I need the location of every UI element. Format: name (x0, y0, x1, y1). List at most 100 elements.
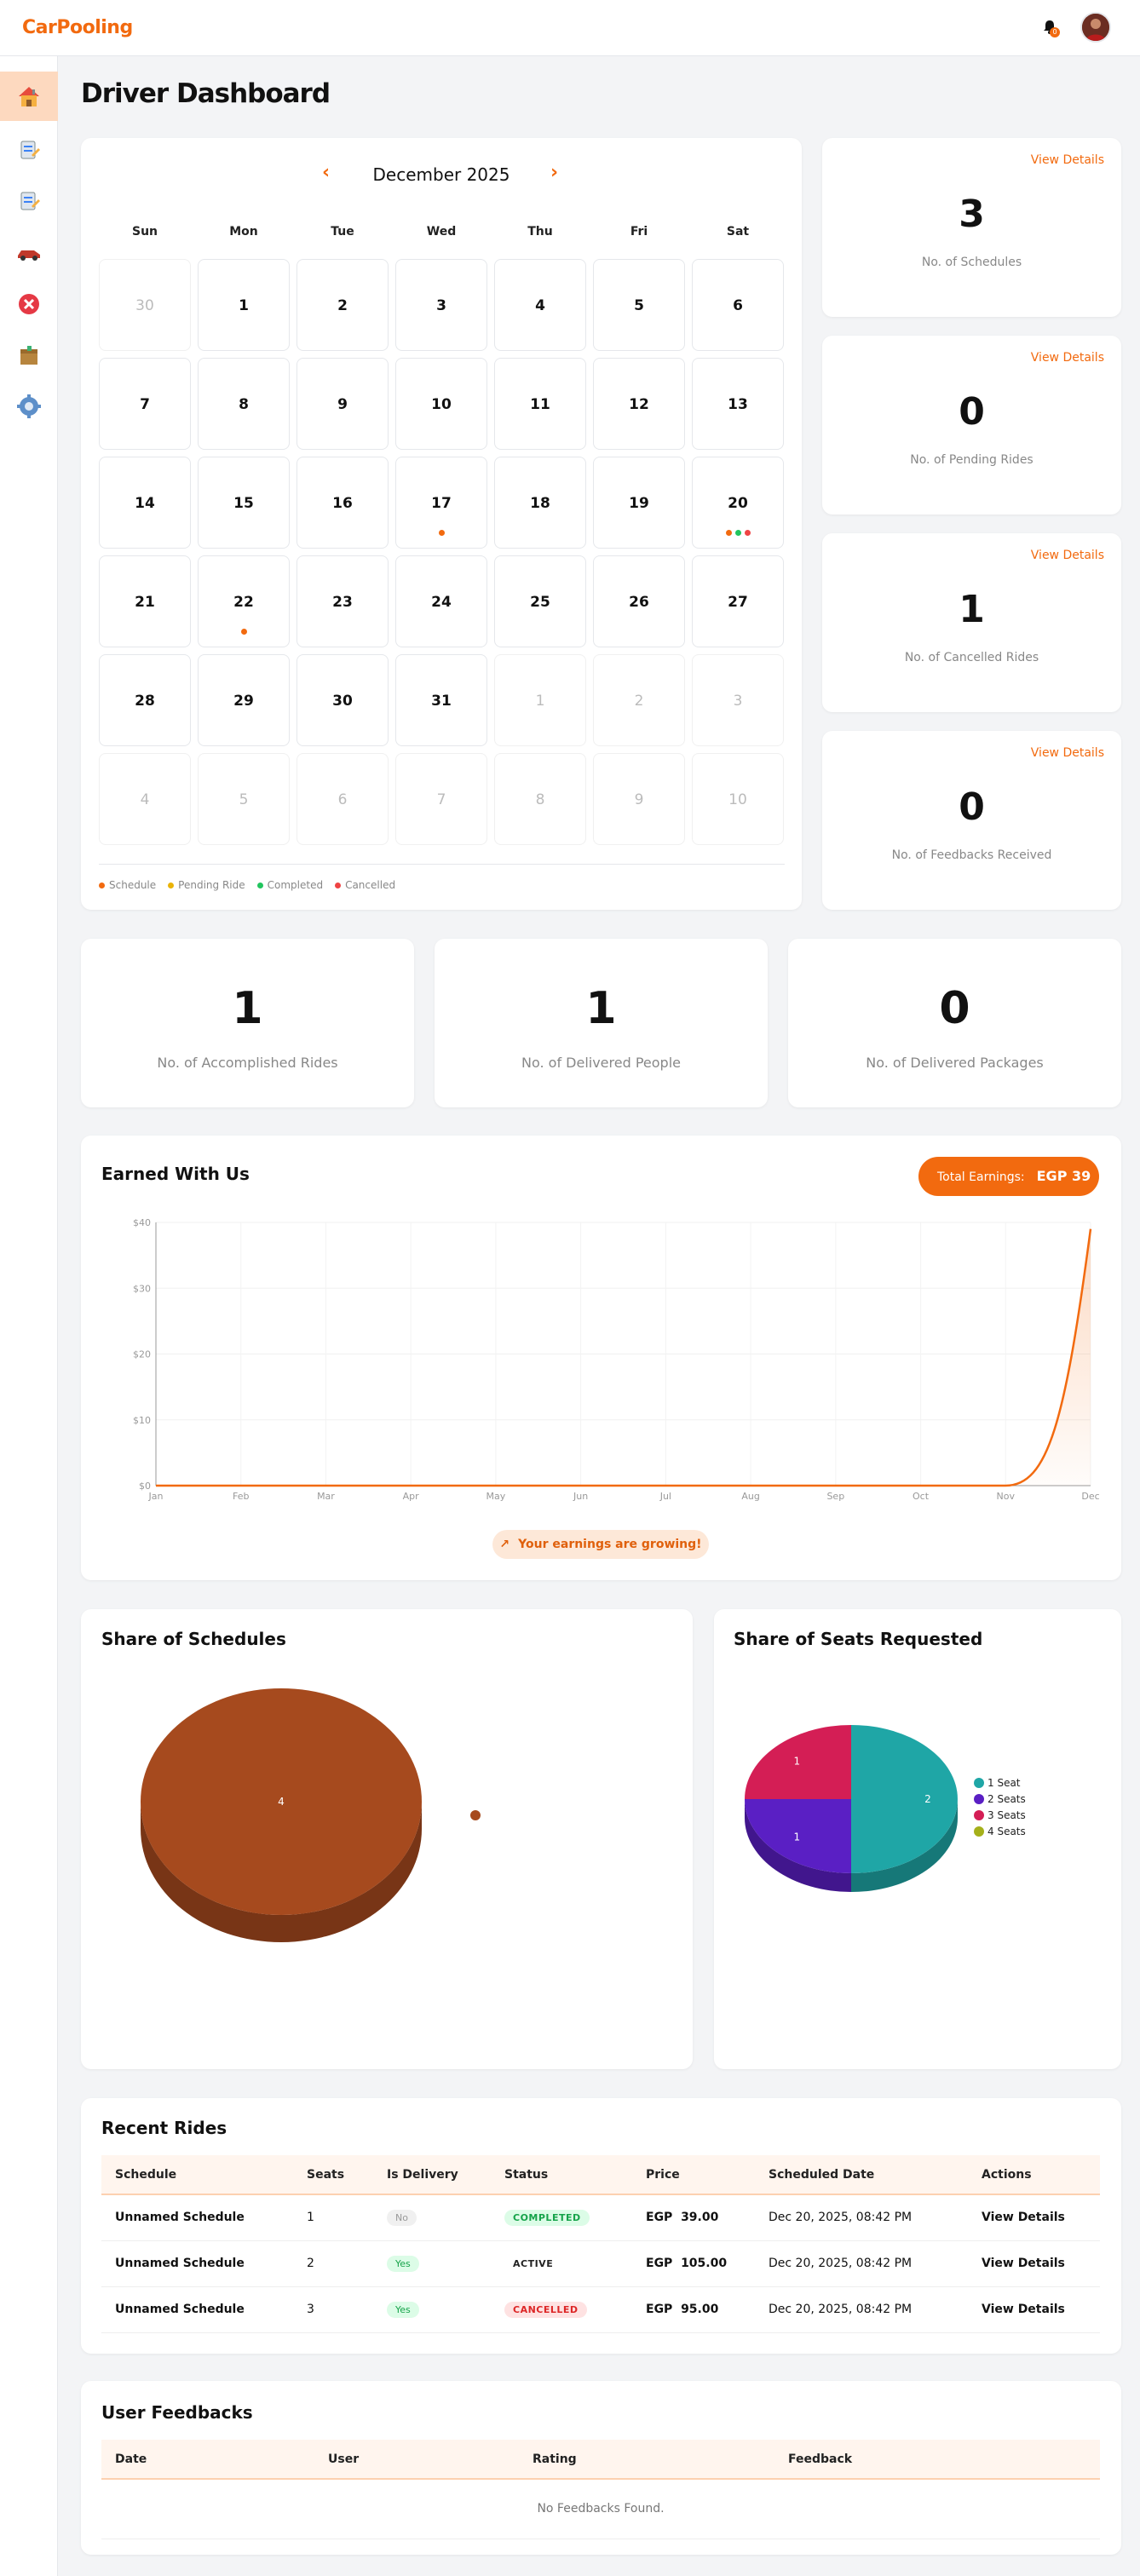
user-avatar[interactable] (1080, 12, 1111, 43)
ride-price: EGP 39.00 (632, 2194, 755, 2241)
view-details-link[interactable]: View Details (1030, 746, 1104, 760)
rides-column-header: Status (491, 2155, 632, 2195)
x-tick-label: Jun (573, 1491, 588, 1502)
legend-item: Completed (256, 879, 323, 891)
sidebar-item-home[interactable] (0, 72, 58, 121)
pie-slice[interactable] (745, 1799, 851, 1873)
calendar-day[interactable]: 16 (297, 457, 389, 549)
calendar-day[interactable]: 7 (99, 358, 191, 450)
calendar-day[interactable]: 27 (692, 555, 784, 647)
calendar-day[interactable]: 7 (395, 753, 487, 845)
view-details-link[interactable]: View Details (1030, 549, 1104, 562)
calendar-day[interactable]: 13 (692, 358, 784, 450)
sidebar-item-packages[interactable] (0, 331, 58, 380)
calendar-day[interactable]: 6 (692, 259, 784, 351)
calendar-day[interactable]: 30 (99, 259, 191, 351)
calendar-day-number: 6 (337, 791, 348, 808)
calendar-day[interactable]: 20 (692, 457, 784, 549)
ride-seats: 3 (293, 2286, 373, 2333)
ride-view-details-link[interactable]: View Details (968, 2240, 1100, 2287)
calendar-day[interactable]: 5 (593, 259, 685, 351)
ride-schedule-name: Unnamed Schedule (101, 2286, 293, 2333)
sidebar-item-rides[interactable] (0, 228, 58, 278)
calendar-day[interactable]: 26 (593, 555, 685, 647)
view-details-link[interactable]: View Details (1030, 351, 1104, 365)
pie-slice[interactable] (141, 1688, 422, 1915)
calendar-day[interactable]: 31 (395, 654, 487, 746)
earnings-growing-label: Your earnings are growing! (518, 1538, 702, 1551)
pie-slice-side (141, 1802, 422, 1942)
calendar-day[interactable]: 22 (198, 555, 290, 647)
calendar-day[interactable]: 2 (297, 259, 389, 351)
table-row: Unnamed Schedule 3 Yes CANCELLED EGP 95.00 De… (101, 2286, 1100, 2333)
cancel-icon (19, 294, 39, 314)
pie-slice[interactable] (745, 1725, 851, 1799)
calendar-day[interactable]: 21 (99, 555, 191, 647)
earnings-line (156, 1228, 1092, 1487)
calendar-next-button[interactable]: › (550, 162, 559, 183)
calendar-day[interactable]: 4 (494, 259, 586, 351)
sidebar-item-cancelled[interactable] (0, 279, 58, 329)
calendar-day-number: 15 (233, 495, 254, 512)
calendar-day[interactable]: 19 (593, 457, 685, 549)
earnings-area (156, 1228, 1091, 1486)
calendar-day[interactable]: 29 (198, 654, 290, 746)
calendar-day[interactable]: 14 (99, 457, 191, 549)
calendar-day[interactable]: 2 (593, 654, 685, 746)
view-details-link[interactable]: View Details (1030, 153, 1104, 167)
calendar-day-number: 19 (629, 495, 649, 512)
sidebar-item-schedules[interactable] (0, 126, 58, 175)
calendar-day[interactable]: 8 (494, 753, 586, 845)
stat-value: 1 (585, 983, 617, 1034)
calendar-day-number: 31 (431, 693, 452, 710)
calendar-day[interactable]: 25 (494, 555, 586, 647)
stat-caption: No. of Cancelled Rides (904, 651, 1039, 664)
calendar-day[interactable]: 18 (494, 457, 586, 549)
calendar-day[interactable]: 3 (395, 259, 487, 351)
pie-slice[interactable] (851, 1725, 958, 1873)
event-dot (734, 530, 741, 536)
x-tick-label: Jan (148, 1491, 164, 1502)
ride-seats: 1 (293, 2194, 373, 2241)
calendar-prev-button[interactable]: ‹ (322, 162, 331, 183)
calendar-day[interactable]: 10 (692, 753, 784, 845)
y-tick-label: $0 (139, 1481, 151, 1492)
calendar-day[interactable]: 9 (593, 753, 685, 845)
calendar-day[interactable]: 4 (99, 753, 191, 845)
arrow-up-right-icon: ↗ (499, 1538, 510, 1551)
calendar-day-number: 7 (436, 791, 446, 808)
calendar-day[interactable]: 23 (297, 555, 389, 647)
calendar-day[interactable]: 17 (395, 457, 487, 549)
sidebar-item-settings[interactable] (0, 382, 58, 431)
calendar-day[interactable]: 5 (198, 753, 290, 845)
settings-icon (17, 394, 41, 418)
calendar-day-number: 9 (337, 396, 348, 413)
app-logo[interactable]: CarPooling (22, 17, 133, 38)
table-row: Unnamed Schedule 1 No COMPLETED EGP 39.00 Dec… (101, 2194, 1100, 2241)
ride-view-details-link[interactable]: View Details (968, 2194, 1100, 2241)
sidebar-item-manage-schedules[interactable] (0, 177, 58, 227)
calendar-day[interactable]: 12 (593, 358, 685, 450)
calendar-day[interactable]: 28 (99, 654, 191, 746)
calendar-day[interactable]: 8 (198, 358, 290, 450)
calendar-day[interactable]: 24 (395, 555, 487, 647)
ride-view-details-link[interactable]: View Details (968, 2286, 1100, 2333)
pie-slice-side (745, 1799, 851, 1892)
ride-delivery-cell: No (373, 2194, 491, 2241)
rides-column-header: Schedule (101, 2155, 293, 2195)
calendar-day[interactable]: 10 (395, 358, 487, 450)
calendar-day-number: 11 (530, 396, 550, 413)
seats-share-title: Share of Seats Requested (734, 1629, 983, 1649)
calendar-day[interactable]: 15 (198, 457, 290, 549)
calendar-day[interactable]: 1 (494, 654, 586, 746)
calendar-day[interactable]: 11 (494, 358, 586, 450)
calendar-day[interactable]: 1 (198, 259, 290, 351)
calendar-day[interactable]: 6 (297, 753, 389, 845)
legend-item: Cancelled (335, 879, 395, 891)
calendar-day[interactable]: 30 (297, 654, 389, 746)
calendar-day-number: 30 (332, 693, 353, 710)
stat-caption: No. of Delivered Packages (866, 1055, 1044, 1071)
calendar-day-number: 28 (135, 693, 155, 710)
calendar-day[interactable]: 3 (692, 654, 784, 746)
calendar-day[interactable]: 9 (297, 358, 389, 450)
